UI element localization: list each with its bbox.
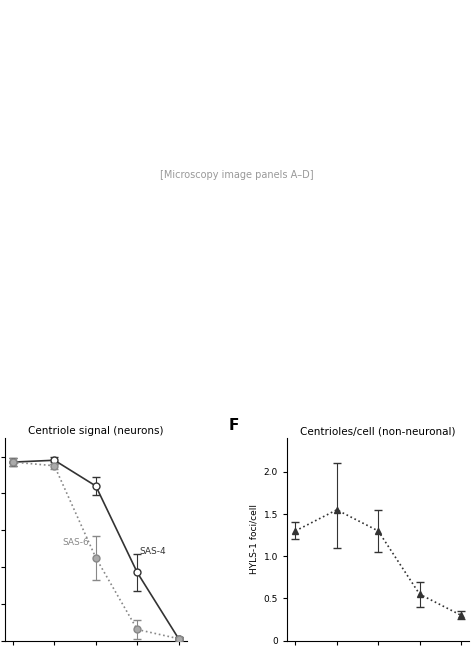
Text: F: F [229, 418, 239, 433]
Text: SAS-4: SAS-4 [139, 547, 166, 556]
Y-axis label: HYLS-1 foci/cell: HYLS-1 foci/cell [249, 505, 258, 575]
Title: Centrioles/cell (non-neuronal): Centrioles/cell (non-neuronal) [301, 426, 456, 436]
Text: [Microscopy image panels A–D]: [Microscopy image panels A–D] [160, 170, 314, 180]
Text: SAS-6: SAS-6 [63, 538, 90, 547]
Title: Centriole signal (neurons): Centriole signal (neurons) [28, 426, 164, 436]
